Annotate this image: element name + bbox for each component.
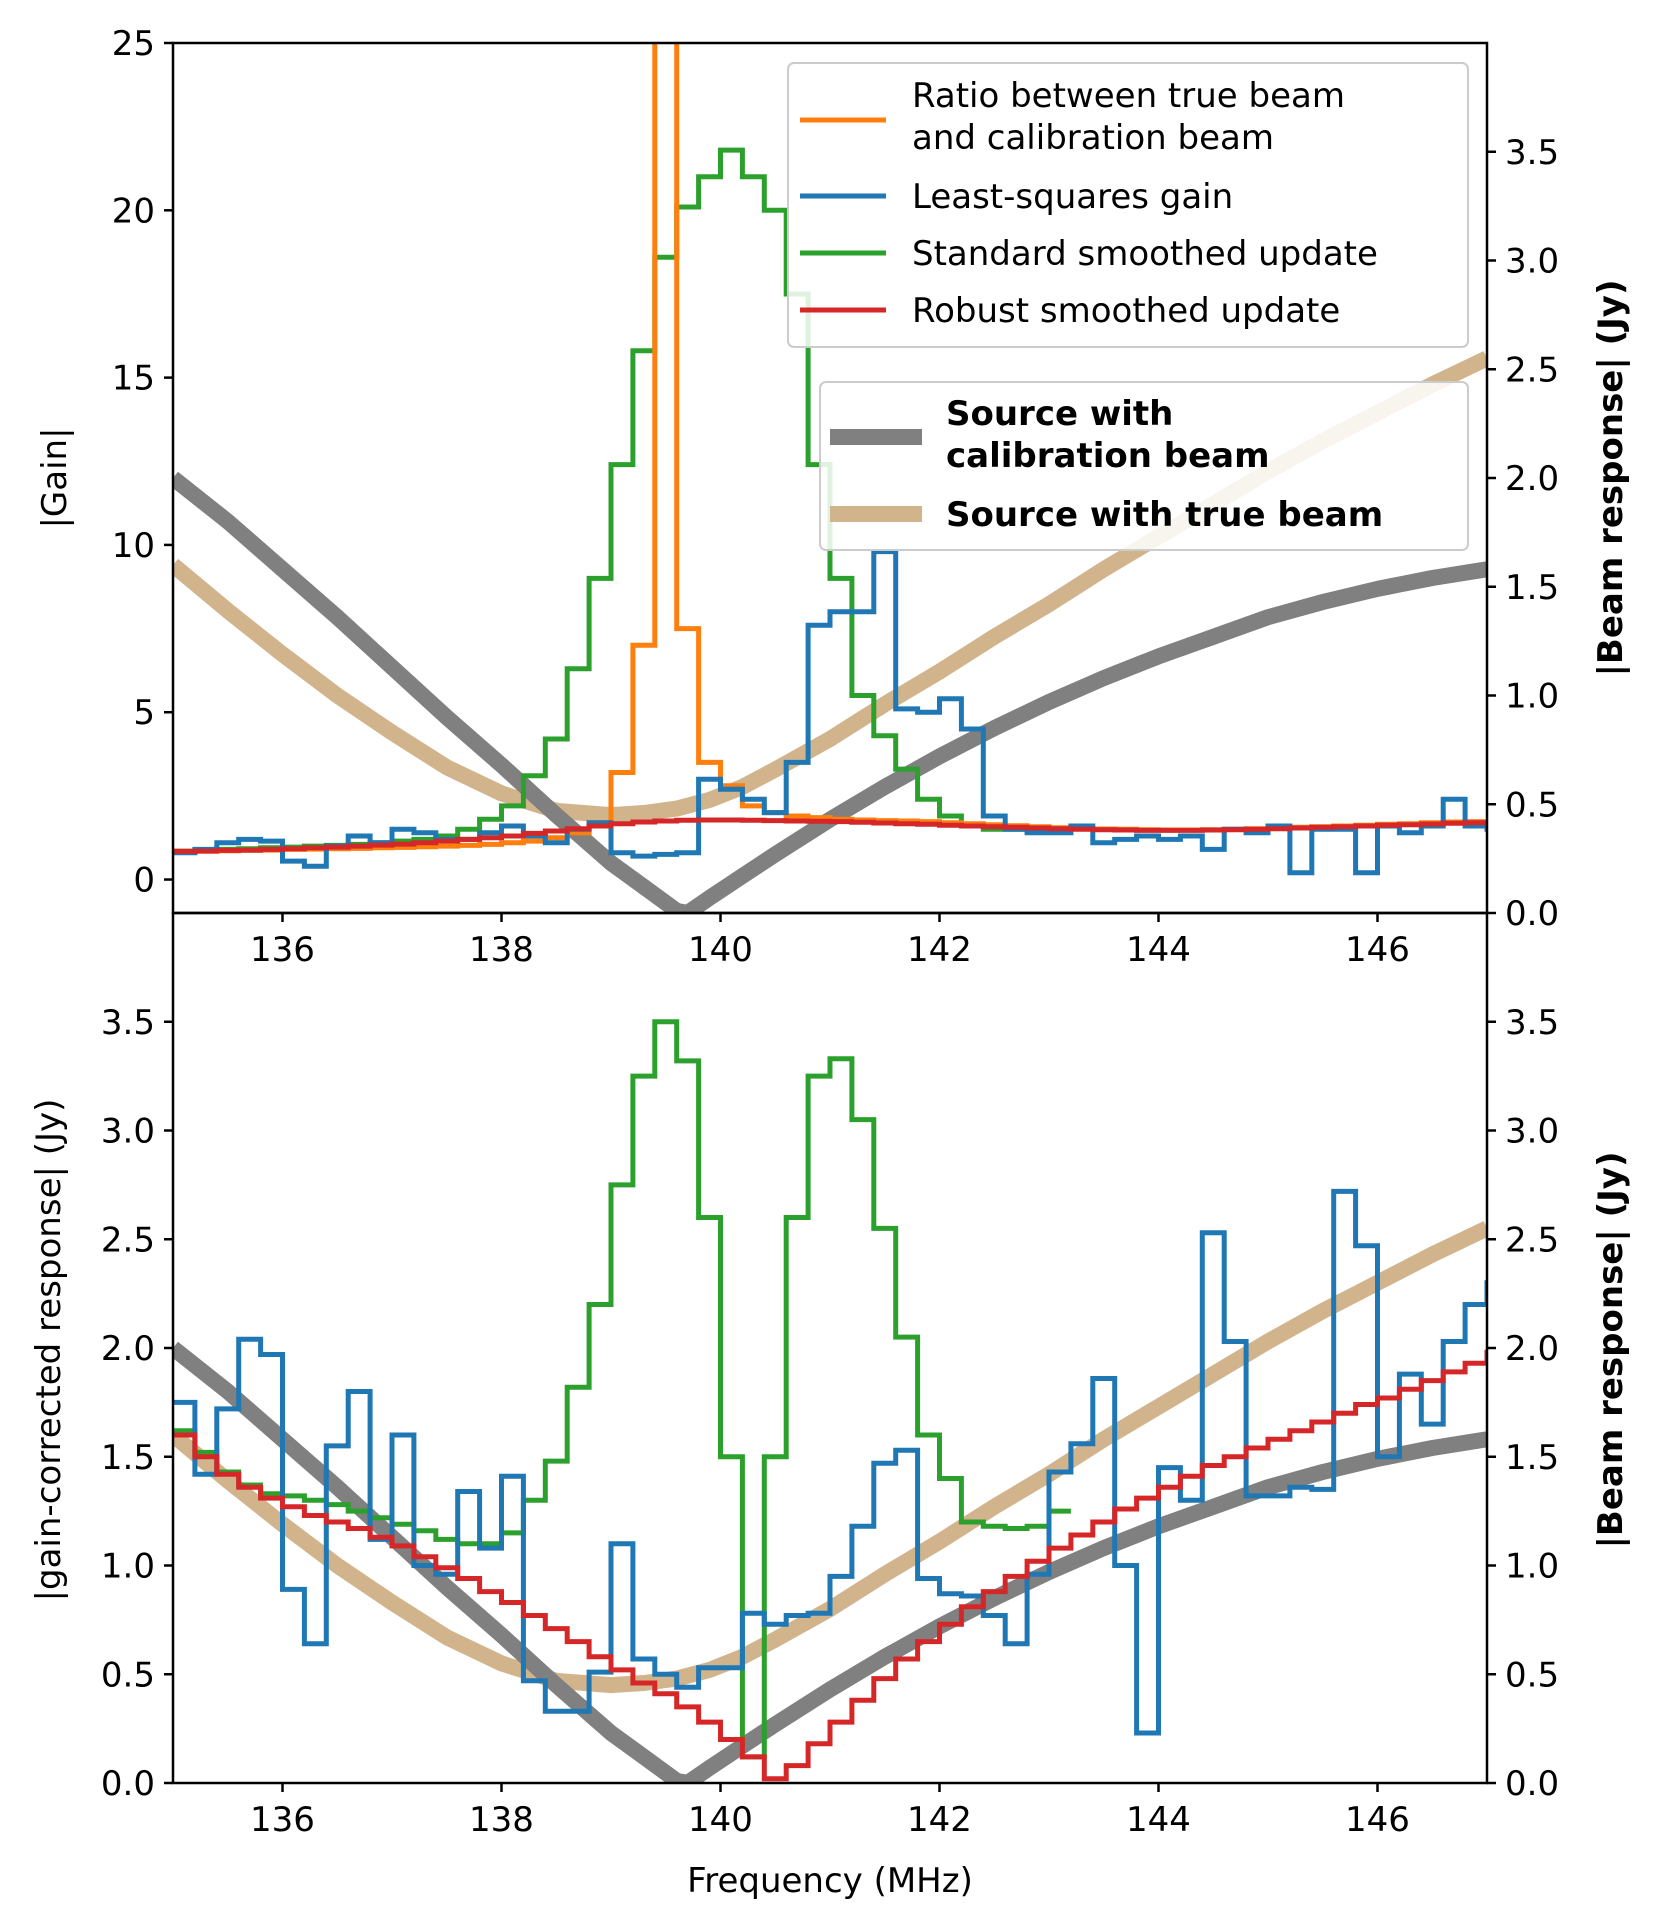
top-y2-tick-label: 0.5 <box>1505 785 1559 825</box>
top-y2-tick-label: 1.0 <box>1505 677 1559 717</box>
legend-label-true-beam: Source with true beam <box>946 495 1383 535</box>
bottom-y2-axis: 0.0 0.5 1.0 1.5 2.0 2.5 3.0 3.5 <box>1487 1003 1559 1804</box>
top-y2-tick-label: 1.5 <box>1505 568 1559 608</box>
top-y2-tick-label: 2.0 <box>1505 459 1559 499</box>
top-y-tick-label: 15 <box>112 359 155 399</box>
bottom-y2-axis-label: |Beam response| (Jy) <box>1591 1151 1631 1548</box>
bottom-y2-tick-label: 1.0 <box>1505 1547 1559 1587</box>
top-y2-tick-label: 3.5 <box>1505 133 1559 173</box>
bottom-y2-tick-label: 2.5 <box>1505 1220 1559 1260</box>
bottom-x-tick-label: 146 <box>1345 1800 1410 1840</box>
top-x-tick-label: 136 <box>250 930 315 970</box>
bottom-y-tick-label: 0.0 <box>101 1764 155 1804</box>
bottom-y-tick-label: 1.0 <box>101 1547 155 1587</box>
bottom-series-source-with-true-beam <box>173 1221 1487 1694</box>
top-x-axis: 136 138 140 142 144 146 <box>250 913 1410 970</box>
legend-label-calibration-line2: calibration beam <box>946 436 1270 476</box>
bottom-y-tick-label: 2.5 <box>101 1220 155 1260</box>
top-y2-axis: 0.0 0.5 1.0 1.5 2.0 2.5 3.0 3.5 <box>1487 133 1559 934</box>
top-x-tick-label: 140 <box>688 930 753 970</box>
bottom-series-robust-smoothed-update <box>173 1349 1487 1782</box>
bottom-y-tick-label: 1.5 <box>101 1438 155 1478</box>
bottom-x-axis: 136 138 140 142 144 146 <box>250 1783 1410 1840</box>
bottom-x-tick-label: 142 <box>907 1800 972 1840</box>
bottom-y-axis: 0.0 0.5 1.0 1.5 2.0 2.5 3.0 3.5 <box>101 1003 173 1804</box>
top-y2-axis-label: |Beam response| (Jy) <box>1591 279 1631 676</box>
bottom-series-source-with-calibration-beam <box>173 1341 1487 1783</box>
bottom-y2-tick-label: 3.0 <box>1505 1112 1559 1152</box>
bottom-y-tick-label: 3.5 <box>101 1003 155 1043</box>
top-x-tick-label: 144 <box>1126 930 1191 970</box>
bottom-x-tick-label: 140 <box>688 1800 753 1840</box>
legend-steps: Ratio between true beam and calibration … <box>787 62 1469 348</box>
bottom-y2-tick-label: 2.0 <box>1505 1329 1559 1369</box>
top-y-tick-label: 5 <box>133 693 155 733</box>
bottom-x-tick-label: 144 <box>1126 1800 1191 1840</box>
bottom-y-tick-label: 2.0 <box>101 1329 155 1369</box>
top-x-tick-label: 138 <box>469 930 534 970</box>
legend-label-robust: Robust smoothed update <box>912 291 1340 331</box>
top-y-tick-label: 0 <box>133 861 155 901</box>
top-panel: 136 138 140 142 144 146 0 5 10 15 20 25 0.0 0.5 1.0 1… <box>35 24 1631 970</box>
top-x-tick-label: 146 <box>1345 930 1410 970</box>
bottom-y-tick-label: 0.5 <box>101 1655 155 1695</box>
bottom-x-tick-label: 138 <box>469 1800 534 1840</box>
bottom-plot-area <box>173 1019 1487 1783</box>
bottom-y2-tick-label: 0.5 <box>1505 1655 1559 1695</box>
top-y-axis: 0 5 10 15 20 25 <box>112 24 173 901</box>
legend-label-standard: Standard smoothed update <box>912 234 1378 274</box>
bottom-x-tick-label: 136 <box>250 1800 315 1840</box>
bottom-panel: 136 138 140 142 144 146 0.0 0.5 1.0 1.5 2.0 2.5 3.0… <box>29 911 1631 1901</box>
bottom-y2-tick-label: 1.5 <box>1505 1438 1559 1478</box>
legend-label-calibration-line1: Source with <box>946 394 1173 434</box>
bottom-y-tick-label: 3.0 <box>101 1112 155 1152</box>
top-series-least-squares-gain <box>173 549 1487 876</box>
top-y-tick-label: 25 <box>112 24 155 64</box>
legend-label-least-squares: Least-squares gain <box>912 177 1233 217</box>
top-y-tick-label: 20 <box>112 191 155 231</box>
top-y-axis-label: |Gain| <box>35 427 75 528</box>
top-series-robust-smoothed-update <box>173 817 1487 854</box>
legend-beams: Source with calibration beam Source with… <box>819 381 1469 551</box>
bottom-y2-tick-label: 0.0 <box>1505 1764 1559 1804</box>
top-y-tick-label: 10 <box>112 526 155 566</box>
top-x-tick-label: 142 <box>907 930 972 970</box>
top-series-source-with-calibration-beam <box>173 471 1487 913</box>
legend-label-ratio-line1: Ratio between true beam <box>912 76 1345 116</box>
top-y2-tick-label: 2.5 <box>1505 350 1559 390</box>
top-y2-tick-label: 0.0 <box>1505 894 1559 934</box>
bottom-y-axis-label: |gain-corrected response| (Jy) <box>29 1099 69 1602</box>
legend-label-ratio-line2: and calibration beam <box>912 118 1274 158</box>
bottom-x-axis-label: Frequency (MHz) <box>687 1861 973 1901</box>
top-y2-tick-label: 3.0 <box>1505 242 1559 282</box>
bottom-y2-tick-label: 3.5 <box>1505 1003 1559 1043</box>
